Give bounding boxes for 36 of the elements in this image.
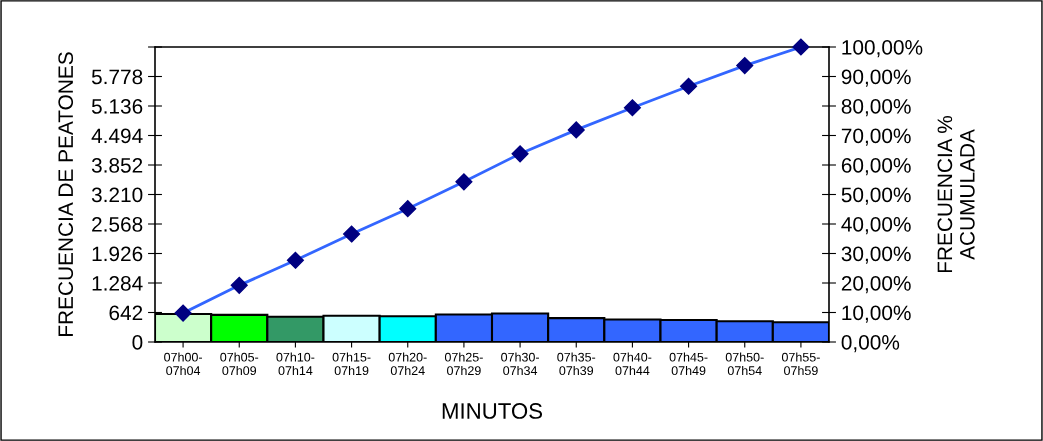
y2-tick-label: 80,00% <box>841 99 911 117</box>
y-tick-label: 642 <box>109 305 143 321</box>
y-tick-label: 4.494 <box>91 128 143 144</box>
x-tick-label: 07h55- 07h59 <box>781 352 820 376</box>
x-tick-label: 07h40- 07h44 <box>613 352 652 376</box>
y2-axis-title: FRECUENCIA % ACUMULADA <box>937 115 975 273</box>
y2-tick-label: 30,00% <box>841 246 911 264</box>
y-tick-label: 3.852 <box>91 158 143 173</box>
y2-tick-label: 90,00% <box>841 69 911 87</box>
x-tick-label: 07h00- 07h04 <box>164 352 202 376</box>
y-tick-label: 5.778 <box>91 69 143 85</box>
x-tick-label: 07h45- 07h49 <box>669 352 708 376</box>
x-tick-label: 07h10- 07h14 <box>276 352 315 376</box>
y2-tick-label: 60,00% <box>841 158 911 176</box>
x-tick-label: 07h20- 07h24 <box>388 352 427 376</box>
y-tick-label: 1.284 <box>92 276 143 291</box>
y2-tick-label: 50,00% <box>841 187 911 205</box>
y2-tick-label: 40,00% <box>841 217 911 235</box>
y2-tick-label: 70,00% <box>841 128 911 146</box>
y-tick-label: 2.568 <box>92 217 143 232</box>
y-tick-label: 1.926 <box>92 246 143 262</box>
x-tick-label: 07h50- 07h54 <box>725 352 764 376</box>
y2-tick-label: 20,00% <box>841 276 911 294</box>
x-tick-label: 07h35- 07h39 <box>557 352 596 376</box>
x-axis-title: MINUTOS <box>442 403 543 419</box>
y2-tick-label: 0,00% <box>841 335 900 353</box>
y-tick-label: 3.210 <box>91 187 143 203</box>
y2-tick-label: 10,00% <box>842 305 911 323</box>
x-tick-label: 07h30- 07h34 <box>501 352 539 376</box>
y-tick-label: 0 <box>132 335 143 350</box>
x-tick-label: 07h25- 07h29 <box>444 352 483 376</box>
x-tick-label: 07h05- 07h09 <box>220 352 259 376</box>
y2-tick-label: 100,00% <box>842 40 923 58</box>
y-tick-label: 5.136 <box>91 99 143 114</box>
x-tick-label: 07h15- 07h19 <box>332 352 371 376</box>
y-axis-title: FRECUENCIA DE PEATONES <box>58 52 74 336</box>
